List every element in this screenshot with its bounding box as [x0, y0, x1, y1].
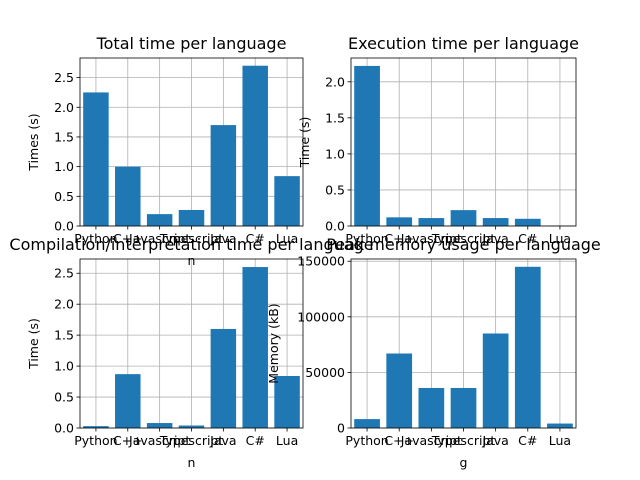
- bar-typescript: [178, 425, 205, 428]
- y-tick-label: 1.0: [54, 359, 74, 374]
- x-tick-label: Python: [345, 231, 388, 246]
- y-tick-label: 2.5: [54, 266, 74, 281]
- x-tick-label: C++: [113, 231, 143, 246]
- bar-java: [482, 333, 509, 428]
- y-tick-label: 100000: [297, 309, 345, 324]
- x-tick-label: C#: [518, 231, 537, 246]
- y-tick-label: 2.0: [54, 297, 74, 312]
- y-tick-label: 1.5: [54, 129, 74, 144]
- bar-cx: [514, 266, 541, 428]
- chart-panel-2: 0.0 0.5 1.0 1.5 2.0 PythonC++JavascriptTypesc…: [297, 34, 579, 246]
- axes-frame: [79, 258, 304, 429]
- y-tick-label: 2.0: [325, 74, 345, 89]
- chart-panel-4: 0 50000 100000 150000 PythonC++JavascriptTyp…: [266, 235, 601, 470]
- y-tick-label: 2.0: [54, 100, 74, 115]
- x-tick-label: Java: [481, 231, 508, 246]
- x-tick-label: Javascript: [128, 433, 190, 448]
- x-tick-label: Java: [481, 433, 508, 448]
- x-tick-label: Python: [74, 433, 117, 448]
- bar-lua: [274, 376, 300, 428]
- x-tick-label: Lua: [276, 231, 298, 246]
- y-tick-label: 0.5: [325, 182, 345, 197]
- y-tick-label: 0.0: [325, 219, 345, 234]
- bar-java: [210, 125, 237, 226]
- bar-typescript: [178, 209, 205, 226]
- y-tick-label: 2.5: [54, 70, 74, 85]
- bar-javascript: [146, 214, 173, 226]
- x-tick-label: Lua: [276, 433, 298, 448]
- y-tick-label: 1.0: [54, 159, 74, 174]
- bar-lua: [547, 423, 573, 428]
- x-tick-label: Lua: [549, 433, 571, 448]
- chart-title: Total time per language: [96, 34, 287, 53]
- y-tick-label: 0.5: [54, 390, 74, 405]
- bar-typescript: [450, 210, 477, 226]
- x-tick-label: Python: [74, 231, 117, 246]
- x-tick-label: C++: [384, 433, 414, 448]
- x-tick-label: C#: [246, 433, 265, 448]
- x-axis-label: n: [188, 455, 196, 470]
- y-tick-label: 150000: [297, 254, 345, 269]
- bar-python: [354, 419, 380, 428]
- bar-javascript: [146, 423, 173, 428]
- x-axis-label: g: [460, 455, 468, 470]
- bar-cxx: [386, 217, 413, 226]
- bar-python: [354, 65, 380, 226]
- y-tick-label: 50000: [305, 365, 345, 380]
- x-tick-label: Typescript: [431, 231, 496, 246]
- axes-frame: [79, 57, 304, 227]
- y-tick-label: 1.5: [54, 328, 74, 343]
- x-tick-label: Java: [209, 433, 236, 448]
- bar-javascript: [418, 387, 445, 428]
- y-tick-label: 0.5: [54, 189, 74, 204]
- x-tick-label: C++: [384, 231, 414, 246]
- x-tick-label: C++: [113, 433, 143, 448]
- y-tick-label: 0.0: [54, 421, 74, 436]
- bar-javascript: [418, 218, 445, 226]
- y-tick-label: 1.0: [325, 146, 345, 161]
- y-tick-label: 0: [337, 421, 345, 436]
- chart-title: Execution time per language: [348, 34, 579, 53]
- bar-java: [482, 218, 509, 226]
- x-tick-label: Java: [209, 231, 236, 246]
- bar-cx: [242, 65, 268, 226]
- y-axis-label: Time (s): [297, 117, 312, 169]
- y-tick-label: 1.5: [325, 110, 345, 125]
- bar-python: [83, 426, 109, 428]
- y-axis-label: Memory (kB): [266, 303, 281, 383]
- axes-frame: [350, 258, 577, 429]
- bar-cxx: [115, 166, 141, 226]
- x-tick-label: Typescript: [159, 231, 224, 246]
- chart-title: Compilation/interpretation time per lang…: [9, 235, 373, 254]
- x-tick-label: Lua: [549, 231, 571, 246]
- x-tick-label: C#: [246, 231, 265, 246]
- x-tick-label: Javascript: [400, 433, 462, 448]
- y-axis-label: Time (s): [26, 318, 41, 370]
- x-tick-label: Javascript: [128, 231, 190, 246]
- bar-typescript: [450, 387, 477, 428]
- x-tick-label: Typescript: [159, 433, 224, 448]
- x-tick-label: Typescript: [431, 433, 496, 448]
- y-tick-label: 0.0: [54, 219, 74, 234]
- bar-cx: [514, 218, 541, 226]
- chart-panel-1: 0.0 0.5 1.0 1.5 2.0 2.5 PythonC++JavascriptTyp…: [26, 34, 304, 268]
- bar-cx: [242, 267, 268, 428]
- y-axis-label: Times (s): [26, 113, 41, 171]
- bar-cxx: [386, 353, 413, 428]
- bar-python: [83, 92, 109, 227]
- bar-lua: [274, 176, 300, 226]
- x-tick-label: Python: [345, 433, 388, 448]
- x-tick-label: C#: [518, 433, 537, 448]
- chart-panel-3: 0.0 0.5 1.0 1.5 2.0 2.5 PythonC++JavascriptTyp…: [9, 235, 373, 470]
- chart-title: Peak memory usage per language: [326, 235, 601, 254]
- axes-frame: [350, 57, 577, 227]
- x-tick-label: Javascript: [400, 231, 462, 246]
- bar-cxx: [115, 374, 141, 428]
- bar-java: [210, 328, 237, 428]
